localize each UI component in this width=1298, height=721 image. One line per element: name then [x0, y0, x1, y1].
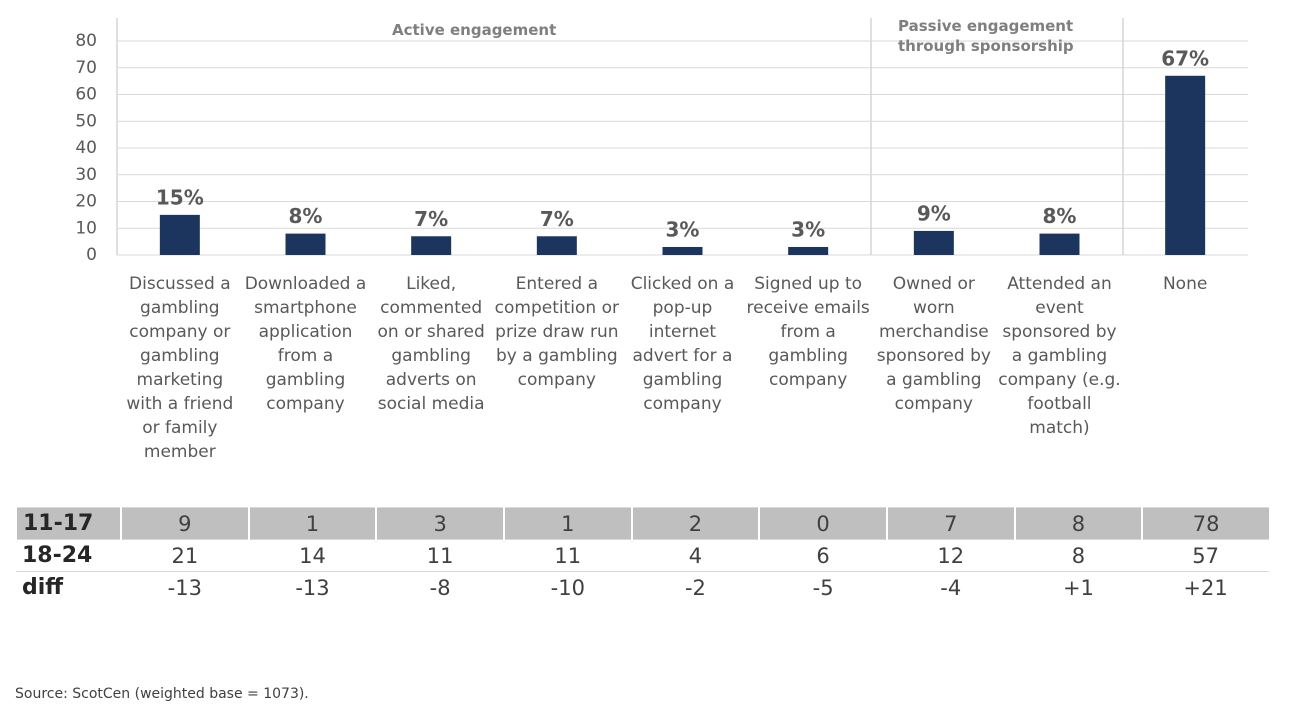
table-cell: 8 — [1013, 507, 1143, 540]
table-cell: -4 — [886, 571, 1015, 603]
table-cell: 8 — [1014, 539, 1143, 572]
y-tick-label: 30 — [75, 165, 97, 185]
value-label: 9% — [917, 201, 951, 225]
table-cell: 2 — [630, 507, 760, 540]
group-label: Active engagement — [392, 21, 557, 39]
table-cell: -5 — [759, 571, 887, 603]
chart: 0 10 20 30 40 50 60 70 80 15% 8% 7% 7% 3% 3% 9% 8% 67% — [75, 18, 1248, 265]
bar — [788, 246, 829, 255]
value-label: 7% — [414, 207, 448, 231]
x-tick-label: Signed up to receive emails from a gambl… — [746, 274, 870, 390]
table-cell: 11 — [503, 539, 632, 572]
table-cell: 1 — [502, 507, 632, 540]
table-cell: -10 — [503, 571, 632, 603]
data-table: 11-17 9 1 3 1 2 0 7 8 78 18-24 21 14 11 11 4 6 12 8 57 diff -… — [15, 507, 1269, 603]
table-row: 18-24 21 14 11 11 4 6 12 8 57 — [16, 539, 1269, 572]
table-cell: 57 — [1142, 539, 1269, 572]
table-cell: +1 — [1014, 571, 1143, 603]
table-row: diff -13 -13 -8 -10 -2 -5 -4 +1 +21 — [16, 571, 1269, 603]
x-tick-label: None — [1162, 274, 1208, 294]
x-tick-label: Entered a competition or prize draw run … — [494, 274, 619, 390]
y-tick-label: 40 — [75, 138, 97, 158]
table-cell: 12 — [886, 539, 1015, 572]
bar — [536, 236, 577, 255]
y-tick-label: 20 — [75, 192, 97, 212]
x-tick-label: Discussed a gambling company or gambling… — [126, 274, 234, 462]
x-tick-label: Owned or worn merchandise sponsored by a… — [876, 274, 991, 414]
bar — [159, 214, 200, 255]
x-tick-label: Downloaded a smartphone application from… — [244, 274, 367, 414]
value-label: 3% — [666, 217, 700, 241]
bar — [411, 236, 452, 255]
y-tick-label: 70 — [75, 58, 97, 78]
group-label: Passive engagement through sponsorship — [898, 17, 1074, 55]
bar — [662, 246, 703, 255]
row-header: diff — [16, 571, 121, 603]
table-cell: 78 — [1141, 507, 1269, 540]
bar — [1039, 233, 1080, 255]
table-cell: +21 — [1142, 571, 1269, 603]
value-label: 8% — [1043, 204, 1077, 228]
bar — [285, 233, 326, 255]
bar — [1165, 75, 1206, 256]
table-row: 11-17 9 1 3 1 2 0 7 8 78 — [15, 507, 1269, 540]
y-tick-label: 0 — [86, 245, 97, 265]
table-cell: -13 — [248, 571, 377, 603]
table-cell: -13 — [121, 571, 249, 603]
table-cell: 0 — [758, 507, 887, 540]
x-tick-label: Liked, commented on or shared gambling a… — [377, 274, 485, 414]
table-cell: -8 — [376, 571, 504, 603]
table-cell: 1 — [247, 507, 377, 540]
y-tick-label: 10 — [75, 218, 97, 238]
table-cell: -2 — [631, 571, 760, 603]
table-cell: 7 — [885, 507, 1015, 540]
value-label: 15% — [156, 185, 204, 209]
x-tick-label: Clicked on a pop-up internet advert for … — [630, 274, 735, 414]
table-cell: 3 — [375, 507, 504, 540]
row-header: 11-17 — [15, 507, 121, 540]
value-label: 8% — [289, 204, 323, 228]
bar — [913, 230, 954, 255]
y-tick-label: 50 — [75, 111, 97, 131]
table-cell: 14 — [248, 539, 377, 572]
value-label: 67% — [1161, 46, 1209, 70]
value-label: 3% — [791, 217, 825, 241]
y-tick-label: 60 — [75, 85, 97, 105]
row-header: 18-24 — [16, 539, 121, 572]
table-cell: 6 — [759, 539, 887, 572]
table-cell: 11 — [376, 539, 504, 572]
source-note: Source: ScotCen (weighted base = 1073). — [15, 686, 309, 702]
value-label: 7% — [540, 207, 574, 231]
table-cell: 9 — [120, 507, 249, 540]
x-tick-label: Attended an event sponsored by a gamblin… — [998, 274, 1121, 438]
table-cell: 21 — [121, 539, 249, 572]
table-cell: 4 — [631, 539, 760, 572]
y-tick-label: 80 — [75, 31, 97, 51]
